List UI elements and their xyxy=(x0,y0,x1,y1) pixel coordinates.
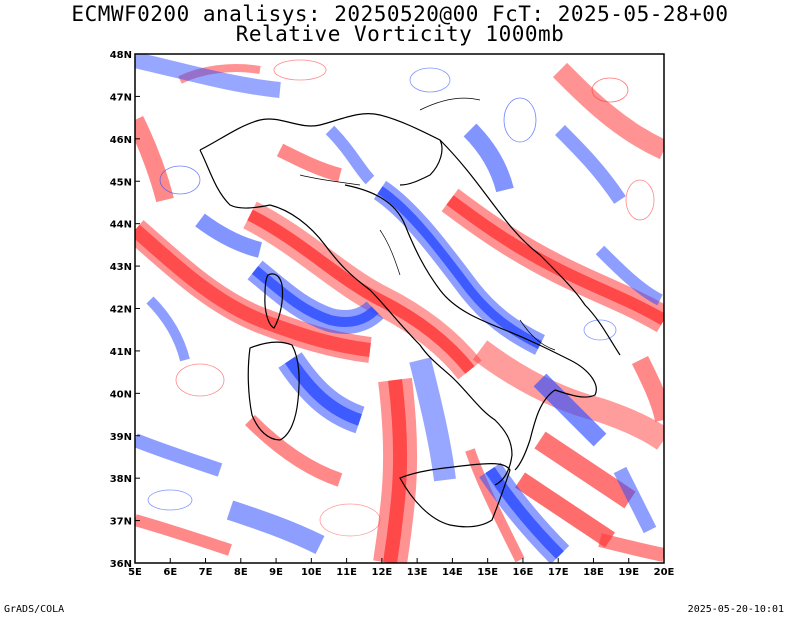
lat-label-46N: 46N xyxy=(110,135,132,146)
map-title: ECMWF0200 analisys: 20250520@00 FcT: 202… xyxy=(71,2,729,26)
lat-label-44N: 44N xyxy=(110,220,132,231)
lat-label-37N: 37N xyxy=(110,517,132,528)
lat-label-48N: 48N xyxy=(110,50,132,61)
lat-label-40N: 40N xyxy=(110,389,132,400)
timestamp: 2025-05-20-10:01 xyxy=(687,604,784,615)
map-subtitle: Relative Vorticity 1000mb xyxy=(235,22,565,46)
lat-label-38N: 38N xyxy=(110,474,132,485)
lat-label-42N: 42N xyxy=(110,305,132,316)
lon-label-14E: 14E xyxy=(442,567,463,578)
positive-vorticity-contours xyxy=(135,62,664,563)
lon-label-9E: 9E xyxy=(269,567,283,578)
coastlines xyxy=(199,97,621,528)
lat-label-47N: 47N xyxy=(110,92,132,103)
axis-labels: 5E 6E 7E 8E 9E 10E 11E 12E 13E 14E 15E 16E 17E 18E 19E… xyxy=(110,50,675,578)
lat-label-45N: 45N xyxy=(110,177,132,188)
lon-label-20E: 20E xyxy=(654,567,675,578)
lat-label-41N: 41N xyxy=(110,347,132,358)
lon-label-6E: 6E xyxy=(163,567,177,578)
lon-label-17E: 17E xyxy=(548,567,569,578)
axis-ticks xyxy=(134,53,665,564)
lon-label-18E: 18E xyxy=(583,567,604,578)
negative-vorticity-contours xyxy=(135,54,663,563)
lat-label-43N: 43N xyxy=(110,262,132,273)
software-credit: GrADS/COLA xyxy=(4,604,65,615)
lon-label-19E: 19E xyxy=(618,567,639,578)
lon-label-8E: 8E xyxy=(234,567,248,578)
minor-contours xyxy=(147,59,655,537)
lat-label-39N: 39N xyxy=(110,432,132,443)
lat-label-36N: 36N xyxy=(110,559,132,570)
lon-label-10E: 10E xyxy=(301,567,322,578)
lon-label-16E: 16E xyxy=(513,567,534,578)
lon-label-5E: 5E xyxy=(128,567,142,578)
lon-label-7E: 7E xyxy=(199,567,213,578)
lon-label-11E: 11E xyxy=(336,567,357,578)
lon-label-13E: 13E xyxy=(407,567,428,578)
lon-label-15E: 15E xyxy=(477,567,498,578)
vorticity-field xyxy=(135,54,664,563)
lon-label-12E: 12E xyxy=(371,567,392,578)
